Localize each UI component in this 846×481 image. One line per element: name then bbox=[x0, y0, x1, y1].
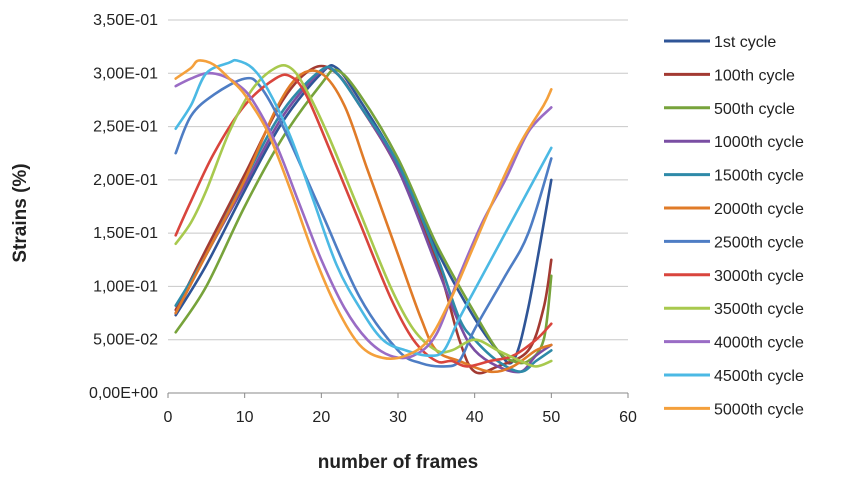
y-tick-label: 1,50E-01 bbox=[93, 225, 158, 242]
x-tick-label: 0 bbox=[164, 409, 173, 426]
legend-label: 2000th cycle bbox=[714, 201, 804, 218]
legend-label: 4500th cycle bbox=[714, 368, 804, 385]
legend-label: 500th cycle bbox=[714, 101, 795, 118]
y-tick-label: 1,00E-01 bbox=[93, 278, 158, 295]
y-tick-label: 0,00E+00 bbox=[89, 385, 158, 402]
legend-label: 4000th cycle bbox=[714, 335, 804, 352]
y-tick-label: 5,00E-02 bbox=[93, 332, 158, 349]
series-line bbox=[174, 69, 553, 374]
x-tick-label: 60 bbox=[619, 409, 637, 426]
x-tick-labels: 0 10 20 30 40 50 60 bbox=[164, 409, 637, 426]
y-axis-title: Strains (%) bbox=[10, 163, 31, 262]
x-tick-label: 10 bbox=[236, 409, 254, 426]
x-tick-label: 30 bbox=[389, 409, 407, 426]
series-line bbox=[174, 71, 553, 360]
series-line bbox=[174, 59, 553, 361]
y-tick-label: 2,50E-01 bbox=[93, 119, 158, 136]
legend-label: 3000th cycle bbox=[714, 268, 804, 285]
y-tick-labels: 0,00E+00 5,00E-02 1,00E-01 1,50E-01 2,00E-01… bbox=[89, 12, 158, 402]
legend-label: 3500th cycle bbox=[714, 301, 804, 318]
legend-label: 5000th cycle bbox=[714, 401, 804, 418]
axes bbox=[167, 392, 629, 398]
x-tick-label: 40 bbox=[466, 409, 484, 426]
series-line bbox=[174, 64, 553, 368]
y-tick-label: 3,50E-01 bbox=[93, 12, 158, 29]
x-tick-label: 20 bbox=[312, 409, 330, 426]
legend-label: 1000th cycle bbox=[714, 134, 804, 151]
legend-label: 1st cycle bbox=[714, 34, 776, 51]
legend: 1st cycle 100th cycle 500th cycle 1000th cy… bbox=[664, 34, 804, 418]
gridlines bbox=[168, 19, 628, 341]
series-line bbox=[174, 65, 553, 374]
x-axis-title: number of frames bbox=[318, 452, 478, 473]
series-line bbox=[174, 58, 553, 358]
plot-area bbox=[174, 58, 553, 375]
legend-label: 1500th cycle bbox=[714, 168, 804, 185]
legend-label: 100th cycle bbox=[714, 67, 795, 84]
legend-label: 2500th cycle bbox=[714, 234, 804, 251]
x-tick-label: 50 bbox=[542, 409, 560, 426]
series-line bbox=[174, 73, 553, 368]
y-tick-label: 2,00E-01 bbox=[93, 172, 158, 189]
y-tick-label: 3,00E-01 bbox=[93, 65, 158, 82]
